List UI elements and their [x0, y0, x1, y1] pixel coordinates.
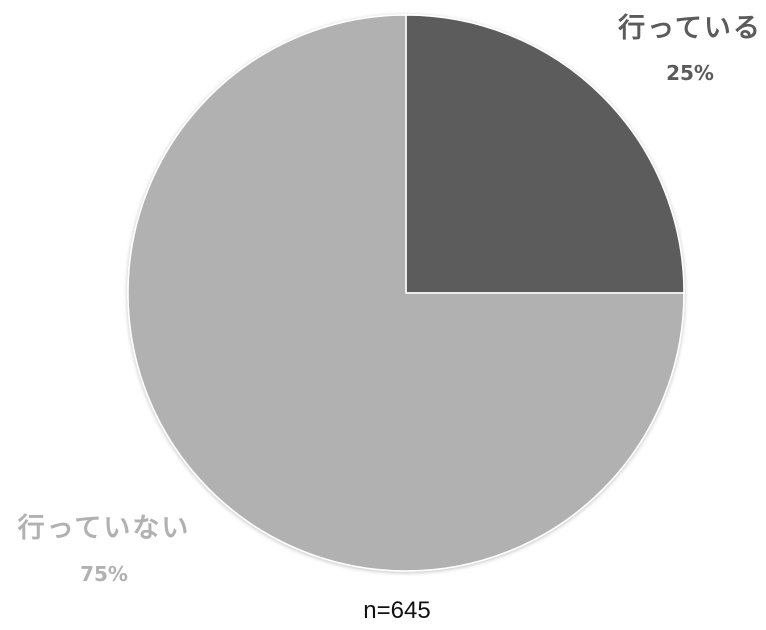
sample-size-note: n=645	[363, 597, 430, 624]
pie-slice-not-doing	[127, 14, 685, 572]
slice-percent-doing: 25%	[666, 61, 714, 85]
slice-label-doing: 行っている	[617, 12, 762, 44]
slice-label-not-doing: 行っていない	[17, 512, 191, 544]
slice-percent-not-doing: 75%	[80, 562, 128, 586]
pie-slice-doing	[405, 14, 685, 294]
